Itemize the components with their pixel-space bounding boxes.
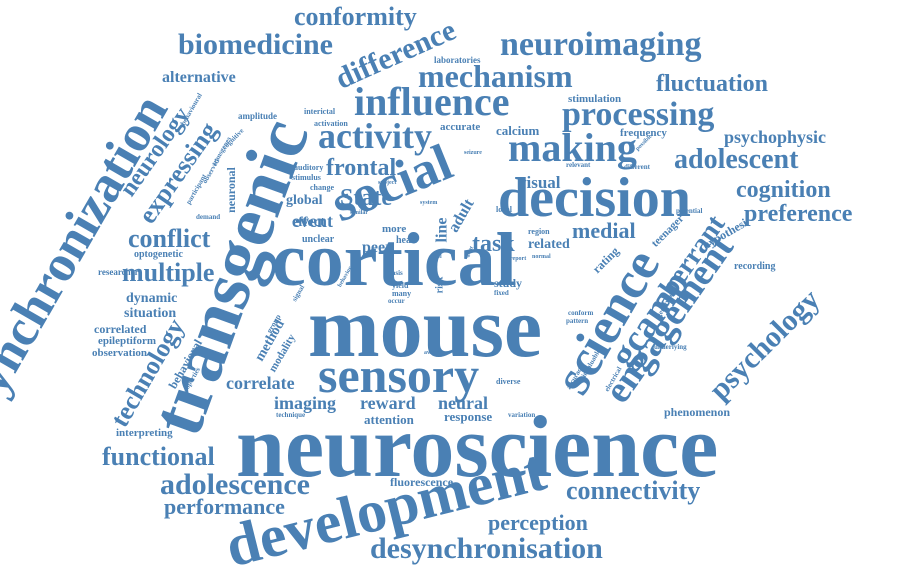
word-yield: yield xyxy=(392,281,409,290)
word-many: many xyxy=(392,289,412,298)
word-cognition: cognition xyxy=(736,177,831,203)
word-fluctuation: fluctuation xyxy=(656,71,769,97)
word-peer: peer xyxy=(362,239,393,256)
word-psychology: psychology xyxy=(702,282,827,407)
word-auditory: auditory xyxy=(294,163,324,172)
word-recording: recording xyxy=(734,261,776,272)
word-attention: attention xyxy=(364,412,414,427)
word-influence: influence xyxy=(354,79,510,124)
word-response: response xyxy=(444,409,493,424)
word-desynchronisation: desynchronisation xyxy=(370,532,603,565)
word-biomedicine: biomedicine xyxy=(178,28,333,61)
word-occur: occur xyxy=(388,297,405,305)
word-state: State xyxy=(340,185,392,211)
word-decision: decision xyxy=(498,167,691,229)
word-calcium: calcium xyxy=(496,123,540,138)
word-functional: functional xyxy=(102,442,215,471)
word-adolescence: adolescence xyxy=(160,468,310,501)
word-life: life xyxy=(408,270,417,281)
word-head: head xyxy=(396,235,417,246)
word-conform: conform xyxy=(568,309,594,317)
word-correlated: correlated xyxy=(94,322,147,336)
word-mechanism: mechanism xyxy=(418,58,573,94)
word-processing: processing xyxy=(562,96,715,133)
word-subject: subject xyxy=(378,180,397,186)
word-activation: activation xyxy=(314,119,348,128)
word-change: change xyxy=(310,183,334,192)
word-fixed: fixed xyxy=(494,289,509,297)
word-event: event xyxy=(292,211,333,231)
word-pattern: pattern xyxy=(566,317,589,325)
word-medial: medial xyxy=(572,218,636,243)
word-cortical: cortical xyxy=(272,218,517,302)
word-region: region xyxy=(528,227,550,236)
word-performance: performance xyxy=(164,494,285,519)
word-perception: perception xyxy=(488,510,588,535)
word-activity: activity xyxy=(318,116,432,156)
word-reward: reward xyxy=(360,393,416,413)
word-interpreting: interpreting xyxy=(116,427,173,439)
word-connectivity: connectivity xyxy=(566,476,701,505)
word-seizure: seizure xyxy=(464,150,482,156)
word-stimulus: stimulus xyxy=(292,173,321,182)
word-imaging: imaging xyxy=(274,393,337,413)
word-task: task xyxy=(472,231,515,257)
word-researcher: researcher xyxy=(98,267,139,277)
word-mouse: mouse xyxy=(308,279,543,375)
word-phenomenon: phenomenon xyxy=(664,405,731,419)
word-variation: variation xyxy=(508,411,536,419)
word-accurate: accurate xyxy=(440,121,481,133)
word-preference: preference xyxy=(744,201,853,227)
word-demand: demand xyxy=(196,213,221,221)
word-frequency: frequency xyxy=(620,127,667,139)
word-alternative: alternative xyxy=(162,69,236,86)
word-multiple: multiple xyxy=(122,258,215,287)
word-visual: visual xyxy=(518,173,561,192)
word-report: report xyxy=(510,256,527,262)
word-conformity: conformity xyxy=(294,2,417,31)
word-dynamic: dynamic xyxy=(126,291,178,306)
word-basis: basis xyxy=(388,269,403,277)
word-interictal: interictal xyxy=(304,107,336,116)
word-epileptiform: epileptiform xyxy=(98,335,157,347)
word-observation: observation xyxy=(92,347,147,359)
word-situation: situation xyxy=(124,306,177,321)
word-optogenetic: optogenetic xyxy=(134,249,183,260)
word-conflict: conflict xyxy=(128,224,211,253)
word-amplitude: amplitude xyxy=(238,111,278,121)
word-study: study xyxy=(494,276,523,290)
word-psychophysic: psychophysic xyxy=(724,127,827,147)
word-laboratories: laboratories xyxy=(434,55,481,65)
word-technique: technique xyxy=(276,411,306,419)
word-normal: normal xyxy=(532,254,551,260)
word-effect: effect xyxy=(292,215,325,230)
word-system: system xyxy=(420,200,438,206)
word-neuroscience: neuroscience xyxy=(236,399,719,496)
word-correlate: correlate xyxy=(226,373,295,393)
word-aware: aware xyxy=(424,350,440,356)
word-local: local xyxy=(496,205,512,214)
word-underlying: underlying xyxy=(654,343,687,351)
word-more: more xyxy=(382,223,407,235)
word-adolescent: adolescent xyxy=(674,144,799,175)
word-diverse: diverse xyxy=(496,377,521,386)
word-neuronal: neuronal xyxy=(223,167,238,213)
word-risk: risk xyxy=(434,276,446,294)
word-frontal: frontal xyxy=(326,155,397,181)
word-making: making xyxy=(508,125,637,170)
word-unclear: unclear xyxy=(302,234,335,245)
word-neuroimaging: neuroimaging xyxy=(500,26,702,63)
word-fluorescence: fluorescence xyxy=(390,475,454,489)
word-different: different xyxy=(624,163,650,171)
word-similar: similar xyxy=(350,210,368,216)
word-potential: potential xyxy=(676,207,703,215)
word-neural: neural xyxy=(438,393,489,413)
word-stimulation: stimulation xyxy=(568,93,622,105)
word-sensory: sensory xyxy=(318,347,480,403)
word-tool: tool xyxy=(432,254,442,260)
word-related: related xyxy=(528,237,570,252)
word-relevant: relevant xyxy=(566,161,591,169)
word-global: global xyxy=(286,193,323,208)
